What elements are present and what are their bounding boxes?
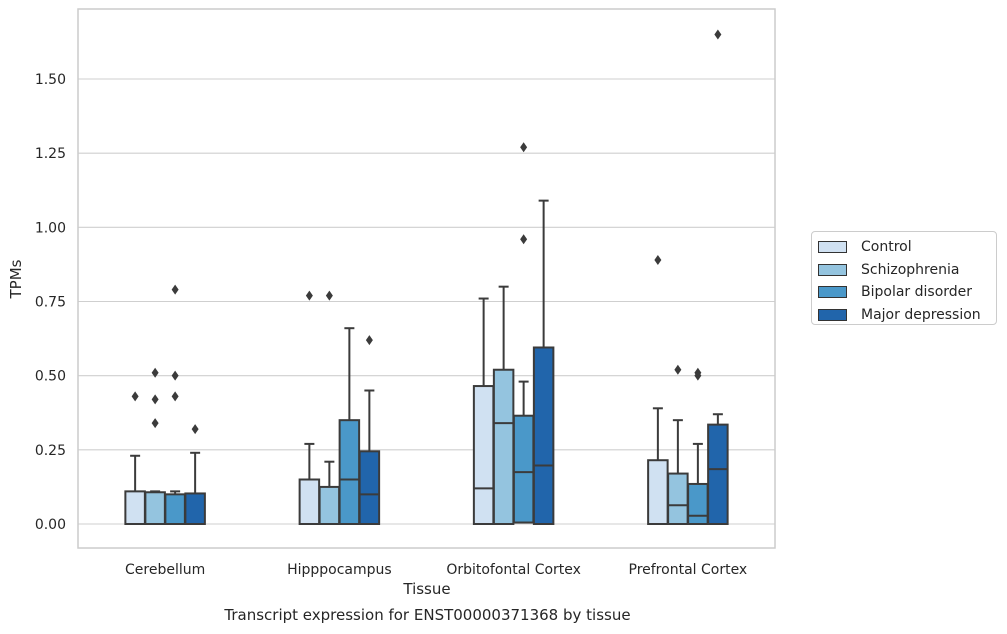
- boxes: [124, 29, 729, 526]
- box: [532, 346, 555, 525]
- outlier-point: [365, 335, 373, 346]
- outlier-point: [520, 142, 528, 153]
- outlier-point: [151, 418, 159, 429]
- box: [667, 472, 689, 526]
- x-axis-label: Tissue: [402, 580, 450, 598]
- outlier-point: [171, 370, 179, 381]
- outlier-point: [131, 391, 139, 402]
- box-group: [647, 254, 669, 526]
- legend-item-major-depression: Major depression: [818, 304, 996, 327]
- box: [492, 368, 515, 525]
- x-tick-label: Orbitofontal Cortex: [446, 562, 581, 578]
- y-tick-label: 0.25: [35, 443, 66, 459]
- box: [647, 459, 669, 526]
- box: [338, 419, 361, 525]
- box-group: [472, 297, 495, 525]
- legend-swatch-schizophrenia: [818, 263, 847, 276]
- x-tick-label: Prefrontal Cortex: [629, 562, 748, 578]
- box: [144, 491, 166, 525]
- box-group: [707, 29, 729, 525]
- outlier-point: [325, 290, 333, 301]
- box: [472, 385, 495, 525]
- outlier-point: [694, 370, 702, 381]
- plot-frame: [77, 8, 776, 549]
- box: [687, 482, 709, 526]
- box-group: [144, 367, 166, 525]
- gridlines: [78, 78, 775, 525]
- box-group: [298, 290, 321, 525]
- box: [184, 492, 206, 525]
- box-group: [358, 335, 381, 526]
- axes: 0.00 0.25 0.50 0.75 1.00 1.25 1.50 Cerebellum Hi…: [35, 8, 776, 578]
- legend-swatch-bipolar: [818, 286, 847, 299]
- legend-item-control: Control: [818, 236, 996, 259]
- box-group: [164, 284, 186, 526]
- legend-label-bipolar: Bipolar disorder: [861, 284, 973, 301]
- legend-label-schizophrenia: Schizophrenia: [861, 261, 960, 278]
- box-group: [512, 142, 535, 524]
- box: [298, 478, 321, 525]
- outlier-point: [674, 364, 682, 375]
- outlier-point: [654, 254, 662, 265]
- y-tick-label: 0.00: [35, 517, 66, 533]
- legend-label-major-depression: Major depression: [861, 306, 981, 323]
- box-group: [318, 290, 341, 525]
- legend-swatch-control: [818, 241, 847, 254]
- x-tick-label: Cerebellum: [125, 562, 205, 578]
- box-group: [338, 327, 361, 525]
- y-tick-label: 1.25: [35, 146, 66, 162]
- outlier-point: [151, 394, 159, 405]
- y-tick-label: 0.75: [35, 295, 66, 311]
- box: [318, 485, 341, 525]
- box: [358, 450, 381, 526]
- y-tick-label: 0.50: [35, 369, 66, 385]
- box-group: [687, 367, 709, 526]
- outlier-point: [305, 290, 313, 301]
- y-tick-label: 1.50: [35, 72, 66, 88]
- y-axis-label: TPMs: [7, 259, 25, 299]
- box-group: [124, 391, 146, 526]
- box-group: [667, 364, 689, 526]
- chart-caption: Transcript expression for ENST0000037136…: [224, 606, 631, 624]
- box: [707, 423, 729, 525]
- y-tick-label: 1.00: [35, 220, 66, 236]
- x-tick-label: Hipppocampus: [287, 562, 392, 578]
- legend-label-control: Control: [861, 239, 912, 256]
- outlier-point: [520, 234, 528, 245]
- box-group: [184, 424, 206, 525]
- legend: Control Schizophrenia Bipolar disorder M…: [811, 231, 997, 325]
- outlier-point: [714, 29, 722, 40]
- outlier-point: [151, 367, 159, 378]
- box: [512, 414, 535, 524]
- box: [124, 490, 146, 526]
- legend-item-bipolar: Bipolar disorder: [818, 281, 996, 304]
- box-group: [532, 199, 555, 525]
- legend-swatch-major-depression: [818, 308, 847, 321]
- box-group: [492, 285, 515, 525]
- legend-item-schizophrenia: Schizophrenia: [818, 259, 996, 282]
- outlier-point: [191, 424, 199, 435]
- box: [164, 493, 186, 526]
- outlier-point: [171, 284, 179, 295]
- outlier-point: [171, 391, 179, 402]
